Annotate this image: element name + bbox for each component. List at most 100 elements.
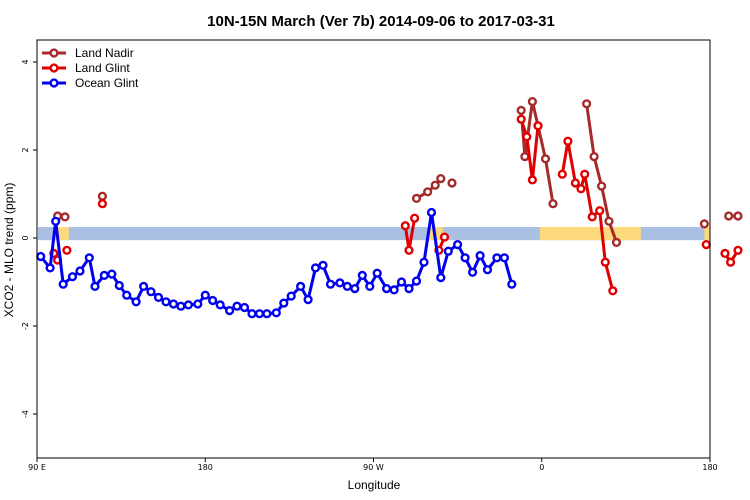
data-point xyxy=(262,309,272,319)
data-point xyxy=(426,207,437,218)
data-point xyxy=(183,300,194,310)
data-point xyxy=(225,306,235,316)
data-point xyxy=(357,270,367,281)
data-point xyxy=(516,114,526,124)
data-point xyxy=(447,178,457,188)
x-tick-label: 90 W xyxy=(363,463,384,472)
data-point xyxy=(548,199,558,209)
data-point xyxy=(540,154,551,164)
x-tick-label: 0 xyxy=(539,463,544,472)
data-point xyxy=(200,290,210,300)
data-point xyxy=(400,221,410,231)
data-point xyxy=(271,308,281,318)
data-point xyxy=(410,213,420,223)
data-point xyxy=(350,284,360,294)
series-line xyxy=(560,139,615,292)
legend-marker xyxy=(49,78,59,88)
data-point xyxy=(153,292,164,303)
data-point xyxy=(499,253,510,263)
data-point xyxy=(563,136,573,146)
data-point xyxy=(724,211,734,221)
data-point xyxy=(239,302,250,313)
x-axis-label: Longitude xyxy=(348,478,401,492)
legend-label: Land Glint xyxy=(75,61,130,75)
data-point xyxy=(527,175,538,185)
data-point xyxy=(533,121,543,131)
legend-item: Land Nadir xyxy=(42,46,134,60)
y-tick-label: 0 xyxy=(21,235,30,240)
data-point xyxy=(62,245,72,255)
data-point xyxy=(580,169,590,179)
data-point xyxy=(492,253,502,263)
data-point xyxy=(701,240,711,250)
legend-marker xyxy=(49,63,59,73)
data-point xyxy=(570,178,581,188)
data-point xyxy=(325,279,336,289)
y-tick-label: -2 xyxy=(21,322,30,330)
data-point xyxy=(443,246,453,256)
data-point xyxy=(176,301,186,311)
data-point xyxy=(114,280,124,291)
data-point xyxy=(557,169,567,179)
x-tick-label: 90 E xyxy=(28,463,46,472)
data-point xyxy=(436,174,446,184)
data-point xyxy=(372,268,382,278)
land-shading-segment xyxy=(539,227,641,241)
x-tick-label: 180 xyxy=(198,463,213,472)
series-line xyxy=(519,118,540,182)
data-point xyxy=(254,309,265,319)
land-shading-segment xyxy=(704,227,710,241)
y-tick-label: 2 xyxy=(21,147,30,152)
data-point xyxy=(520,152,530,162)
data-point xyxy=(45,263,55,273)
legend-label: Ocean Glint xyxy=(75,76,139,90)
data-point xyxy=(699,219,710,229)
data-point xyxy=(411,193,422,204)
x-tick-label: 180 xyxy=(702,463,717,472)
data-point xyxy=(232,301,242,311)
data-point xyxy=(67,272,78,282)
data-point xyxy=(423,187,433,197)
data-point xyxy=(608,286,618,296)
data-point xyxy=(286,291,296,301)
data-point xyxy=(99,270,109,281)
data-point xyxy=(611,237,622,248)
series-land-glint xyxy=(49,114,743,296)
data-point xyxy=(131,297,141,307)
data-point xyxy=(342,281,352,292)
data-point xyxy=(430,180,440,190)
data-point xyxy=(404,284,414,294)
data-point xyxy=(595,206,605,216)
data-point xyxy=(576,184,586,194)
data-point xyxy=(208,295,218,306)
series-line xyxy=(519,100,555,204)
y-tick-label: 4 xyxy=(21,59,30,64)
data-point xyxy=(404,245,414,255)
series-layer xyxy=(36,96,743,319)
data-point xyxy=(411,276,422,286)
data-point xyxy=(733,211,743,221)
data-point xyxy=(453,240,463,250)
data-point xyxy=(296,281,306,292)
data-point xyxy=(604,216,614,226)
data-point xyxy=(97,191,108,201)
series-ocean-glint xyxy=(36,207,517,319)
data-point xyxy=(587,212,597,222)
data-point xyxy=(90,281,100,292)
data-point xyxy=(389,285,399,295)
data-point xyxy=(522,132,532,142)
data-point xyxy=(60,212,70,222)
data-point xyxy=(122,290,132,300)
data-point xyxy=(581,99,592,109)
data-point xyxy=(482,265,493,275)
chart-title: 10N-15N March (Ver 7b) 2014-09-06 to 201… xyxy=(207,13,555,30)
data-point xyxy=(318,260,328,270)
data-point xyxy=(439,232,450,242)
y-tick-label: -4 xyxy=(21,410,30,418)
data-point xyxy=(58,279,68,289)
data-point xyxy=(84,253,94,263)
data-point xyxy=(475,251,485,261)
background-shading xyxy=(38,227,710,241)
